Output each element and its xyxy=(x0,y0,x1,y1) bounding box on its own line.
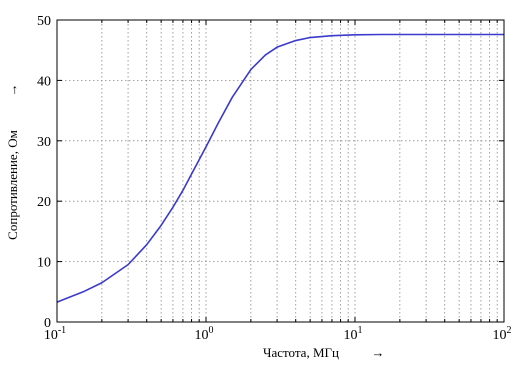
y-tick-label: 50 xyxy=(37,14,51,29)
x-axis-arrow: → xyxy=(372,345,385,360)
y-tick-label: 20 xyxy=(37,195,51,210)
x-tick-label: 10-1 xyxy=(44,325,66,343)
y-tick-label: 10 xyxy=(37,256,51,271)
x-tick-label: 102 xyxy=(493,325,512,343)
y-axis-label: Сопротивление, Ом xyxy=(5,130,20,240)
y-tick-label: 40 xyxy=(37,74,51,89)
x-tick-labels: 10-1 100 101 102 xyxy=(44,325,512,343)
x-tick-label: 100 xyxy=(195,325,214,343)
grid xyxy=(57,20,504,322)
y-tick-labels: 0 10 20 30 40 50 xyxy=(37,14,51,331)
y-tick-label: 30 xyxy=(37,135,51,150)
series-line xyxy=(56,33,504,303)
x-tick-label: 101 xyxy=(344,325,363,343)
series-layer xyxy=(56,33,504,303)
tick-marks xyxy=(57,19,504,323)
y-tick-label: 0 xyxy=(44,316,51,331)
x-axis-label: Частота, МГц xyxy=(263,345,339,360)
plot-frame xyxy=(56,19,505,323)
y-axis-arrow: → xyxy=(5,84,20,97)
